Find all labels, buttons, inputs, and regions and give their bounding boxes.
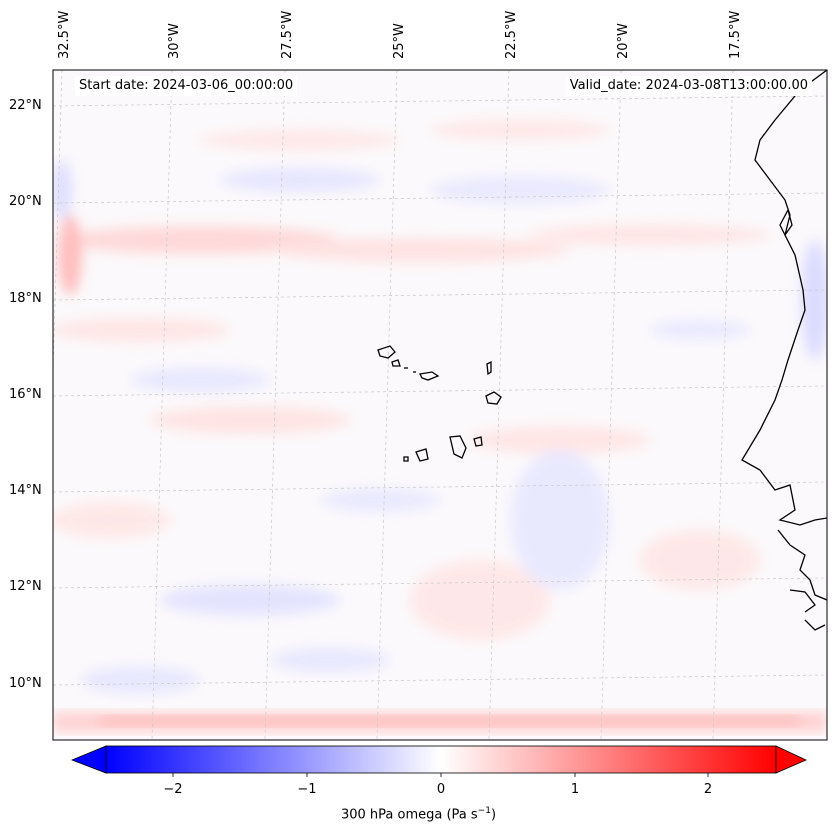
colorbar-min-extension bbox=[70, 745, 107, 774]
omega-field bbox=[53, 70, 827, 740]
coastline bbox=[741, 70, 827, 631]
lat-label: 10°N bbox=[9, 676, 42, 691]
colorbar-tick-label: 1 bbox=[570, 782, 580, 797]
colorbar-tick-label: 2 bbox=[703, 782, 713, 797]
lat-label: 16°N bbox=[9, 387, 42, 402]
lon-label: 32.5°W bbox=[57, 10, 72, 59]
colorbar-tick-label: −1 bbox=[297, 782, 317, 797]
map-frame bbox=[52, 69, 828, 741]
lon-label: 22.5°W bbox=[504, 10, 519, 59]
lon-label: 17.5°W bbox=[728, 10, 743, 59]
valid-date-label: Valid_date: 2024-03-08T13:00:00.00 bbox=[565, 76, 812, 96]
lat-label: 20°N bbox=[9, 194, 42, 209]
colorbar-tick-label: 0 bbox=[436, 782, 446, 797]
colorbar-tick-label: −2 bbox=[163, 782, 183, 797]
cape-verde-islands bbox=[377, 345, 502, 462]
colorbar-title-end: ) bbox=[490, 807, 497, 823]
lon-label: 20°W bbox=[616, 23, 631, 59]
lat-label: 18°N bbox=[9, 291, 42, 306]
gridlines bbox=[53, 70, 827, 740]
colorbar-bar bbox=[105, 745, 777, 774]
colorbar-title-text: 300 hPa omega (Pa s bbox=[340, 807, 478, 823]
colorbar-max-extension bbox=[775, 745, 807, 774]
colorbar bbox=[70, 745, 807, 777]
lat-label: 14°N bbox=[9, 483, 42, 498]
colorbar-title-exponent: −1 bbox=[477, 806, 491, 816]
lon-label: 30°W bbox=[167, 23, 182, 59]
lat-label: 22°N bbox=[9, 98, 42, 113]
start-date-label: Start date: 2024-03-06_00:00:00 bbox=[75, 76, 298, 96]
lat-label: 12°N bbox=[9, 579, 42, 594]
lon-label: 27.5°W bbox=[280, 10, 295, 59]
colorbar-title: 300 hPa omega (Pa s−1) bbox=[0, 806, 837, 822]
lon-label: 25°W bbox=[392, 23, 407, 59]
